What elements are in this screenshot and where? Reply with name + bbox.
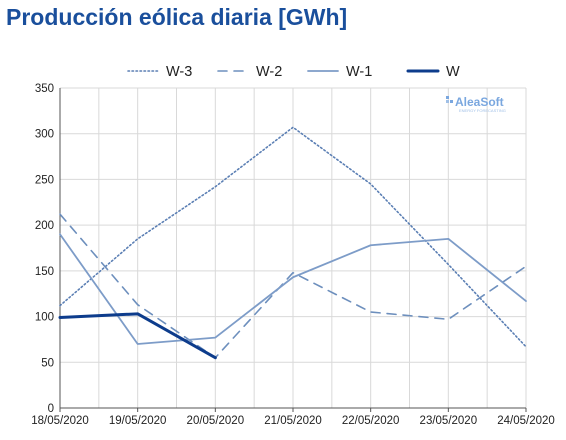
- series-line-w-3: [59, 126, 527, 348]
- legend: W-3 W-2 W-1 W: [127, 64, 460, 80]
- y-tick-label: 350: [35, 83, 54, 95]
- legend-label-w-3: W-3: [166, 64, 192, 80]
- logo-mark: [446, 100, 449, 103]
- x-tick-label: 19/05/2020: [109, 415, 167, 427]
- x-tick-label: 18/05/2020: [31, 415, 89, 427]
- chart-title: Producción eólica diaria [GWh]: [6, 4, 348, 30]
- series-lines: [58, 126, 527, 360]
- legend-label-w-2: W-2: [256, 64, 282, 80]
- y-tick-label: 150: [35, 266, 54, 278]
- y-tick-label: 0: [48, 403, 54, 415]
- logo-mark: [450, 100, 453, 103]
- watermark-logo: AleaSoft ENERGY FORECASTING: [446, 95, 506, 113]
- watermark-brand: AleaSoft: [455, 95, 504, 109]
- legend-label-w: W: [446, 64, 460, 80]
- legend-label-w-1: W-1: [346, 64, 372, 80]
- watermark-tagline: ENERGY FORECASTING: [459, 108, 506, 113]
- logo-mark: [446, 96, 449, 99]
- x-tick-label: 20/05/2020: [187, 415, 245, 427]
- x-tick-label: 22/05/2020: [342, 415, 400, 427]
- y-tick-label: 50: [41, 357, 54, 369]
- y-tick-label: 100: [35, 312, 54, 324]
- y-tick-label: 300: [35, 129, 54, 141]
- grid: [59, 87, 527, 409]
- series-line-w: [58, 312, 217, 360]
- x-tick-label: 23/05/2020: [420, 415, 478, 427]
- series-line-w-1: [59, 233, 527, 345]
- series-line-w-2: [59, 213, 527, 359]
- x-tick-label: 21/05/2020: [264, 415, 322, 427]
- axes: 0 50 100 150 200 250 300 350 18/05/2020 19/05/202…: [31, 83, 555, 427]
- y-tick-label: 250: [35, 174, 54, 186]
- y-tick-label: 200: [35, 220, 54, 232]
- x-tick-label: 24/05/2020: [497, 415, 555, 427]
